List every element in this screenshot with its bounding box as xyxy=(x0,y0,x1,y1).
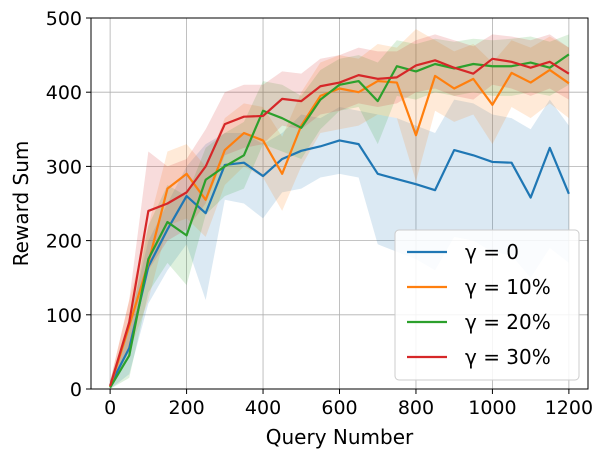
series-lines xyxy=(109,53,570,389)
x-tick-label: 800 xyxy=(398,397,434,419)
x-tick-label: 200 xyxy=(168,397,204,419)
band-series-1 xyxy=(110,29,569,389)
axis-ticks: 0 200 400 600 800 1000 1200 0 100 200 300 400 500 xyxy=(46,8,593,419)
legend-entry: γ = 30% xyxy=(465,345,551,369)
x-tick-label: 1200 xyxy=(545,397,593,419)
y-tick-label: 200 xyxy=(46,231,82,253)
x-tick-label: 1000 xyxy=(468,397,516,419)
band-series-0 xyxy=(110,99,569,390)
band-series-2 xyxy=(110,34,569,389)
legend-entry: γ = 10% xyxy=(465,275,551,299)
y-tick-label: 100 xyxy=(46,305,82,327)
x-tick-label: 600 xyxy=(321,397,357,419)
x-axis-label: Query Number xyxy=(266,425,414,449)
y-tick-label: 500 xyxy=(46,8,82,30)
x-tick-label: 400 xyxy=(245,397,281,419)
legend-box xyxy=(394,229,580,381)
y-axis-label: Reward Sum xyxy=(9,141,33,267)
legend-entry: γ = 20% xyxy=(465,310,551,334)
legend: γ = 0 γ = 10% γ = 20% γ = 30% xyxy=(394,229,580,381)
legend-entry: γ = 0 xyxy=(465,240,519,264)
y-tick-label: 300 xyxy=(46,156,82,178)
y-tick-label: 400 xyxy=(46,82,82,104)
x-tick-label: 0 xyxy=(104,397,116,419)
y-tick-label: 0 xyxy=(70,379,82,401)
